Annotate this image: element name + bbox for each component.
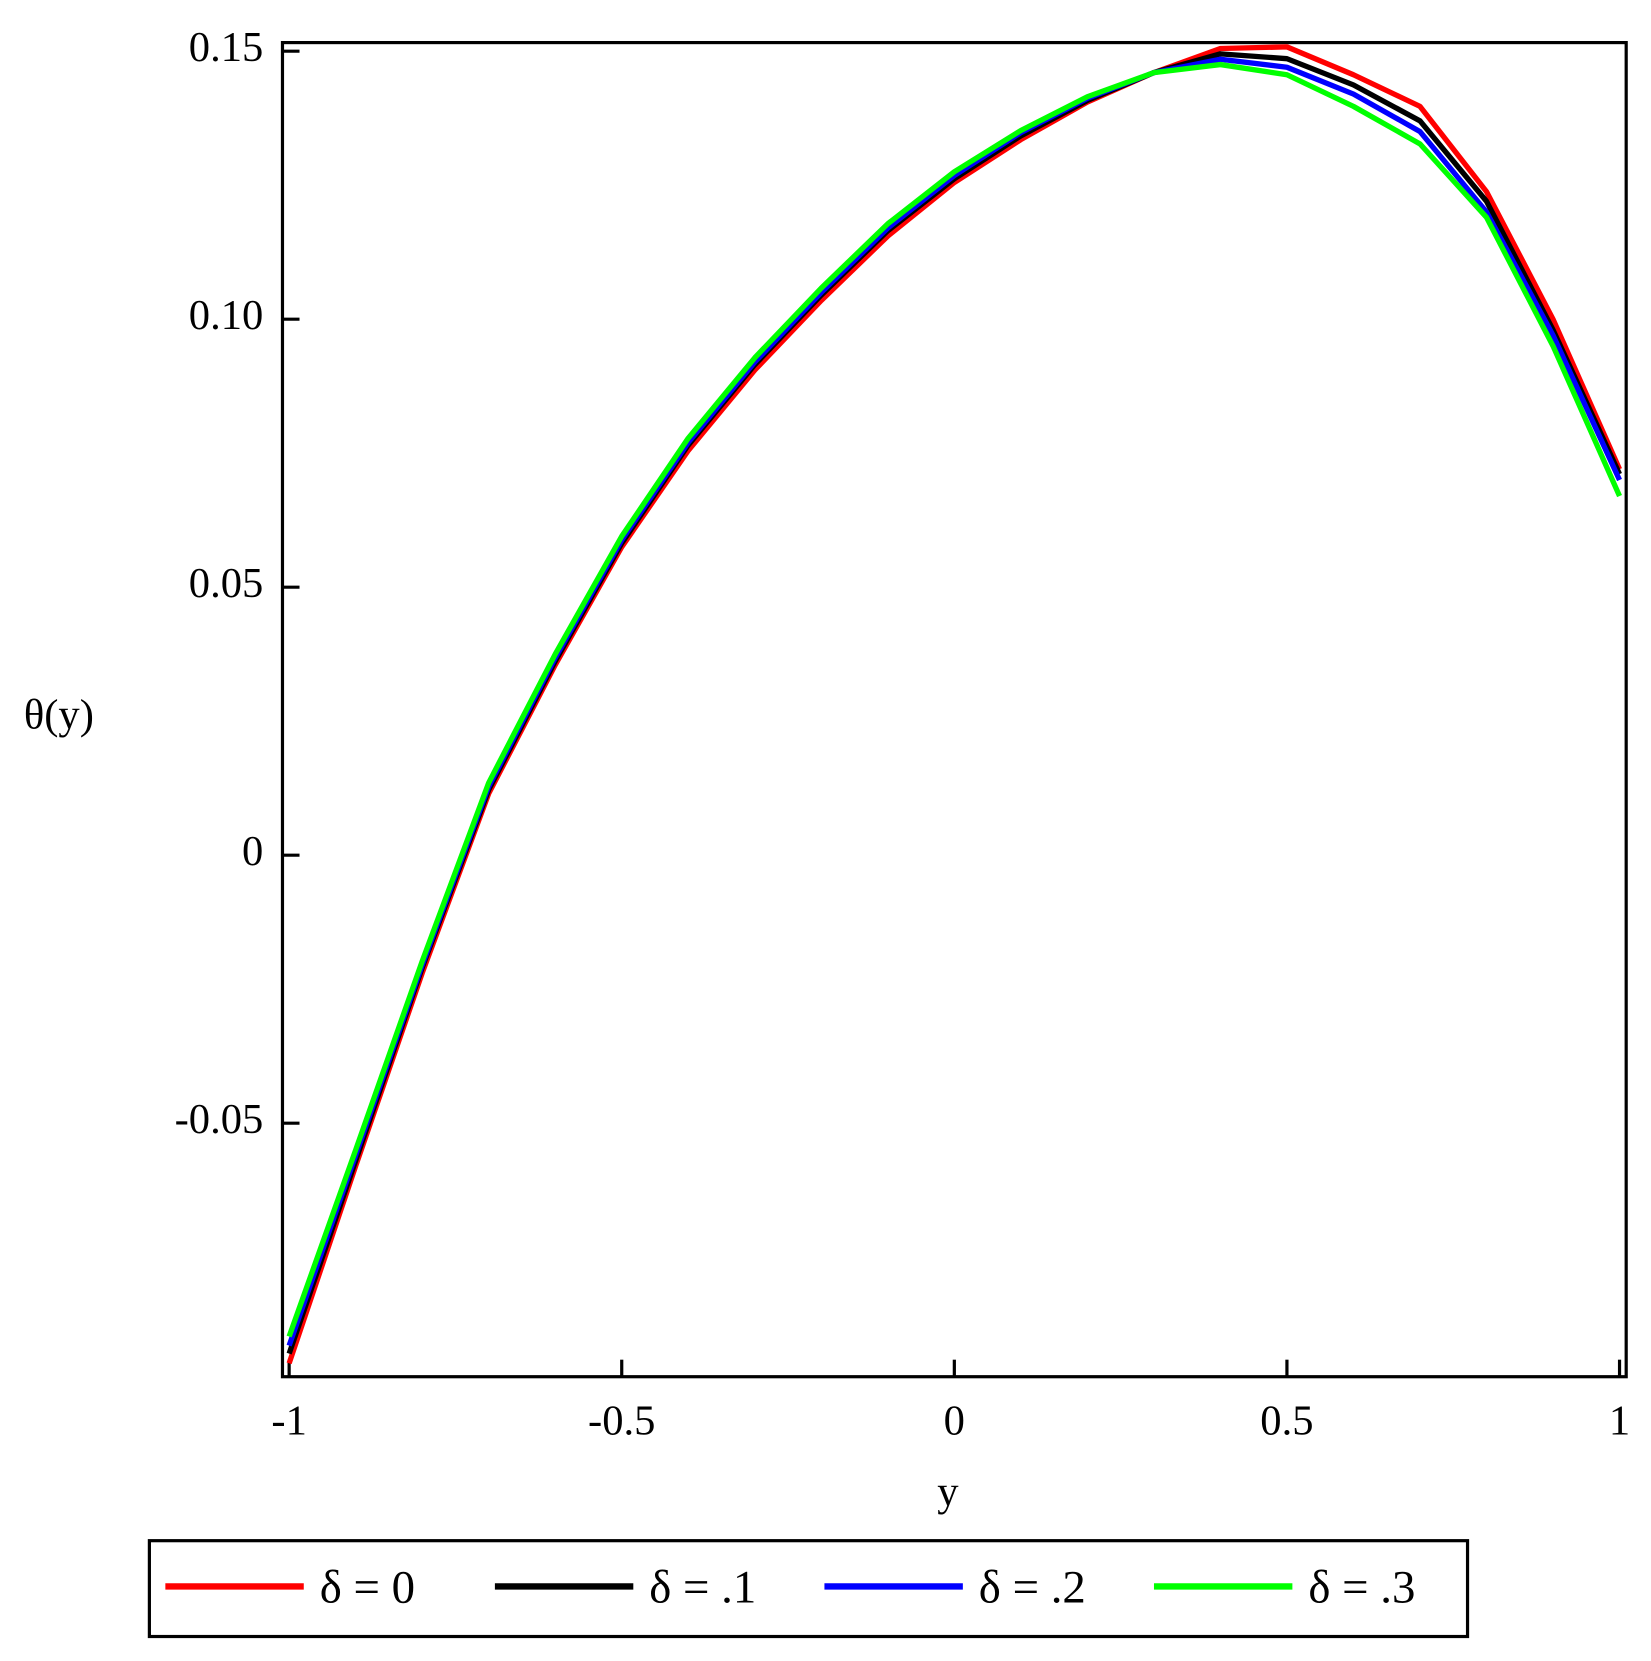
series-line [286,56,1622,1347]
x-tick-label: -1 [271,1397,306,1444]
y-tick-label: 0 [242,828,263,875]
x-tick-label: 0 [944,1397,965,1444]
x-tick-label: -0.5 [588,1397,655,1444]
x-tick-label: 0.5 [1260,1397,1313,1444]
series-line [286,51,1622,1355]
x-tick-label: 1 [1609,1397,1630,1444]
y-tick-label: 0.05 [189,560,264,607]
legend-label: δ = 0 [320,1562,415,1614]
legend-label: δ = .1 [649,1562,756,1614]
series-line [286,61,1622,1338]
y-tick-label: 0.10 [189,292,264,339]
legend-label: δ = .3 [1308,1562,1415,1614]
y-tick-label: -0.05 [175,1096,264,1143]
series-line [286,44,1622,1365]
legend-label: δ = .2 [979,1562,1086,1614]
plot-frame [280,40,1628,1379]
y-axis-label: θ(y) [24,691,94,738]
x-axis-label: y [937,1469,959,1516]
y-tick-label: 0.15 [189,24,264,71]
